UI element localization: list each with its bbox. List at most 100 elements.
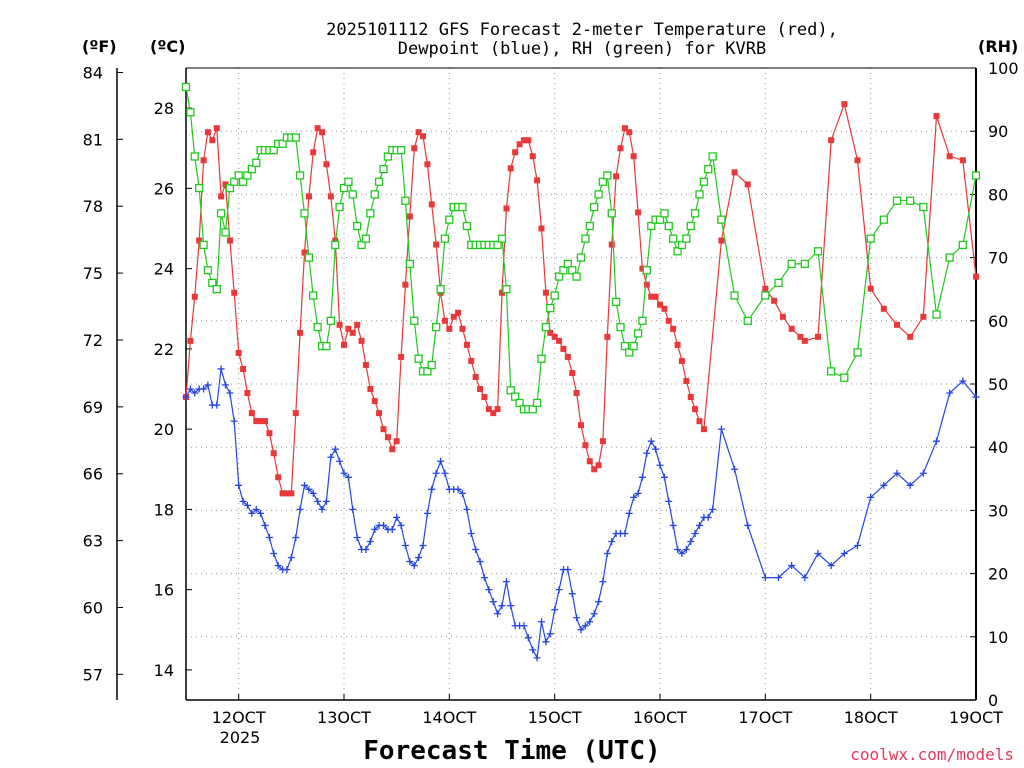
temperature-point xyxy=(621,125,628,132)
rh-tick-label: 90 xyxy=(988,122,1008,141)
temperature-point xyxy=(262,418,268,425)
temperature-point xyxy=(696,418,703,425)
temperature-point xyxy=(788,325,795,332)
rh-tick-label: 0 xyxy=(988,691,998,710)
f-tick-label: 57 xyxy=(83,665,103,684)
dewpoint-point xyxy=(577,626,585,634)
rh-point xyxy=(853,348,862,357)
dewpoint-point xyxy=(731,465,739,473)
c-tick-label: 28 xyxy=(154,99,174,118)
temperature-point xyxy=(661,305,668,312)
rh-point xyxy=(374,177,384,186)
dewpoint-point xyxy=(428,485,436,493)
dewpoint-point xyxy=(630,493,638,501)
dewpoint-point xyxy=(744,521,752,529)
dewpoint-point xyxy=(423,509,431,517)
rh-point xyxy=(427,360,436,370)
rh-point xyxy=(717,215,726,224)
rh-point xyxy=(664,221,673,231)
dewpoint-point xyxy=(401,542,409,550)
rh-tick-label: 30 xyxy=(988,501,1008,520)
dewpoint-point xyxy=(410,562,418,570)
temperature-point xyxy=(248,410,255,417)
rh-point xyxy=(669,234,678,243)
dewpoint-point xyxy=(704,513,712,521)
rh-point xyxy=(800,259,809,269)
rh-point xyxy=(493,240,502,250)
rh-point xyxy=(572,272,581,281)
temperature-point xyxy=(319,129,326,136)
rh-point xyxy=(550,291,559,300)
rh-point xyxy=(230,177,239,186)
rh-point xyxy=(335,202,344,212)
temperature-point xyxy=(463,341,470,348)
temperature-point xyxy=(959,157,966,164)
rh-point xyxy=(774,278,783,288)
temperature-point xyxy=(582,442,589,449)
rh-point xyxy=(866,234,875,243)
f-tick-label: 72 xyxy=(83,331,103,350)
rh-point xyxy=(879,215,888,224)
dewpoint-point xyxy=(265,533,273,541)
dewpoint-point xyxy=(239,497,247,505)
dewpoint-point xyxy=(182,393,190,401)
rh-point xyxy=(958,240,967,250)
dewpoint-point xyxy=(213,401,221,409)
temperature-point xyxy=(367,386,374,393)
temperature-point xyxy=(275,474,282,481)
temperature-point xyxy=(187,337,194,344)
dewpoint-point xyxy=(257,509,265,517)
temperature-point xyxy=(345,325,352,332)
dewpoint-point xyxy=(761,574,769,582)
x-tick-label: 16OCT xyxy=(633,708,687,727)
f-tick-label: 75 xyxy=(83,264,103,283)
dewpoint-point xyxy=(538,618,545,626)
rh-point xyxy=(234,171,243,180)
temperature-point xyxy=(389,446,396,453)
dewpoint-point xyxy=(498,602,506,610)
dewpoint-point xyxy=(656,461,664,469)
dewpoint-point xyxy=(437,457,445,465)
temperature-point xyxy=(801,337,808,344)
series-layer xyxy=(181,82,981,662)
temperature-point xyxy=(450,313,457,320)
dewpoint-point xyxy=(463,505,471,513)
temperature-point xyxy=(191,293,198,300)
temperature-point xyxy=(687,394,694,401)
dewpoint-point xyxy=(366,537,374,545)
dewpoint-point xyxy=(472,546,480,554)
rh-point xyxy=(462,221,472,231)
dewpoint-point xyxy=(432,469,440,477)
rh-point xyxy=(432,322,441,332)
rh-point xyxy=(326,316,335,325)
dewpoint-point xyxy=(621,529,629,537)
chart-title-line1: 2025101112 GFS Forecast 2-meter Temperat… xyxy=(326,20,838,40)
dewpoint-point xyxy=(586,618,594,626)
temperature-point xyxy=(683,377,690,384)
dewpoint-point xyxy=(419,542,427,550)
temperature-point xyxy=(358,337,365,344)
rh-point xyxy=(840,373,849,382)
temperature-point xyxy=(516,141,523,148)
rh-point xyxy=(655,215,665,224)
rh-point xyxy=(497,234,507,243)
temperature-point xyxy=(797,333,804,340)
dewpoint-point xyxy=(599,578,607,586)
rh-point xyxy=(181,82,191,92)
x-year-label: 2025 xyxy=(220,728,261,747)
temperature-point xyxy=(534,177,541,184)
temperature-point xyxy=(485,406,492,413)
rh-point xyxy=(813,247,823,256)
temperature-point xyxy=(314,125,321,132)
dewpoint-point xyxy=(590,610,598,618)
temperature-point xyxy=(815,333,821,340)
temperature-point xyxy=(973,273,979,280)
temperature-point xyxy=(507,165,514,172)
dewpoint-point xyxy=(827,562,835,570)
dewpoint-point xyxy=(634,489,642,497)
dewpoint-point xyxy=(717,425,725,433)
rh-point xyxy=(563,259,572,269)
rh-point xyxy=(344,177,353,186)
rh-point xyxy=(405,259,414,269)
dewpoint-point xyxy=(388,525,396,533)
